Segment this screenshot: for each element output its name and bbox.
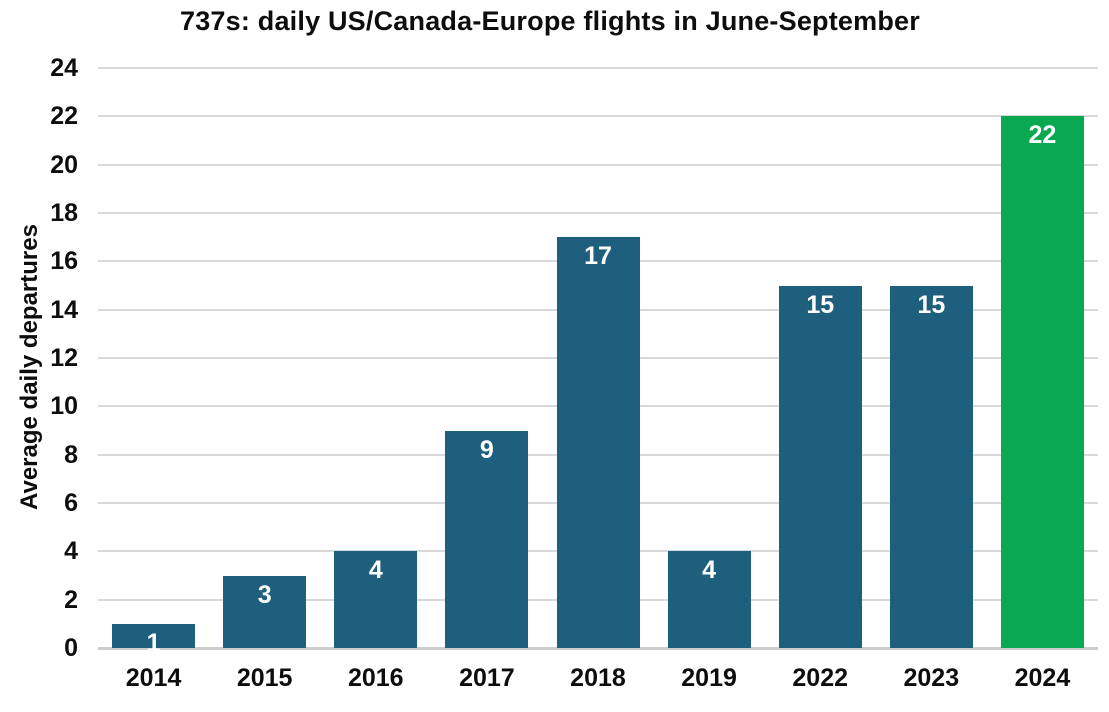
gridline xyxy=(98,115,1098,118)
x-tick-label: 2016 xyxy=(347,664,404,692)
gridline xyxy=(98,67,1098,69)
y-tick-label: 10 xyxy=(50,392,78,421)
x-tick-label: 2015 xyxy=(236,664,293,692)
y-tick-label: 14 xyxy=(50,295,78,324)
x-tick-label: 2022 xyxy=(792,664,849,692)
x-tick-label: 2018 xyxy=(570,664,626,692)
x-tick-label: 2019 xyxy=(681,664,737,692)
bar-2018: 17 xyxy=(556,237,640,648)
bar-2015: 3 xyxy=(223,575,307,648)
bar-value-label: 4 xyxy=(368,556,383,585)
y-tick-label: 8 xyxy=(64,440,78,469)
x-axis-line xyxy=(98,647,1098,650)
bar-value-label: 17 xyxy=(584,242,612,271)
bar-2024: 22 xyxy=(1000,116,1084,648)
bar-value-label: 3 xyxy=(257,580,272,609)
y-tick-label: 22 xyxy=(50,102,78,131)
bar-2016: 4 xyxy=(334,551,418,648)
bar-2019: 4 xyxy=(667,551,751,648)
bar-2023: 15 xyxy=(889,285,973,648)
x-tick-label: 2017 xyxy=(459,664,515,692)
bar-value-label: 15 xyxy=(917,290,946,319)
y-tick-label: 4 xyxy=(64,537,78,566)
bar-2017: 9 xyxy=(445,430,529,648)
y-tick-label: 0 xyxy=(64,634,78,662)
gridline xyxy=(98,163,1098,166)
x-tick-label: 2014 xyxy=(125,664,182,692)
bar-value-label: 9 xyxy=(479,435,494,464)
y-tick-label: 18 xyxy=(50,199,78,227)
x-tick-label: 2024 xyxy=(1014,664,1071,692)
y-tick-label: 2 xyxy=(64,585,78,614)
bar-value-label: 15 xyxy=(806,290,835,319)
bar-value-label: 22 xyxy=(1028,121,1057,150)
bar-2022: 15 xyxy=(778,285,862,648)
gridline xyxy=(98,212,1098,214)
y-tick-label: 24 xyxy=(50,54,78,82)
x-tick-label: 2023 xyxy=(903,664,960,692)
bar-2014: 1 xyxy=(112,623,196,657)
chart-title: 737s: daily US/Canada-Europe flights in … xyxy=(180,6,920,36)
y-tick-label: 16 xyxy=(50,247,78,276)
y-tick-label: 6 xyxy=(64,489,78,517)
y-tick-label: 20 xyxy=(50,150,78,179)
y-tick-label: 12 xyxy=(50,344,78,372)
bar-value-label: 1 xyxy=(146,628,161,657)
bar-value-label: 4 xyxy=(702,556,717,585)
